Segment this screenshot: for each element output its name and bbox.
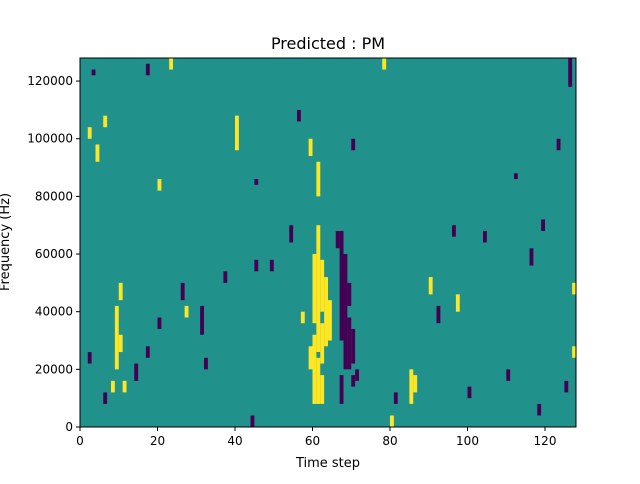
heatmap-cell-low xyxy=(91,69,96,76)
heatmap-cell-high xyxy=(87,127,92,139)
x-axis-ticks: 0 20 40 60 80 100 120 xyxy=(76,427,556,448)
heatmap-cell-low xyxy=(145,346,150,358)
heatmap-cell-high xyxy=(409,369,414,404)
plot-area xyxy=(80,58,576,427)
heatmap-cell-high xyxy=(328,300,332,341)
heatmap-cell-high xyxy=(111,380,115,393)
heatmap-cell-low xyxy=(200,305,205,335)
heatmap-cell-high xyxy=(455,294,460,312)
y-tick-label: 120000 xyxy=(27,74,73,88)
heatmap-cell-high xyxy=(308,138,313,157)
heatmap-cell-low xyxy=(351,138,356,151)
heatmap-cell-high xyxy=(312,334,317,404)
heatmap-cell-low xyxy=(254,259,259,272)
y-tick-label: 100000 xyxy=(27,132,73,146)
heatmap-cell-high xyxy=(320,323,325,364)
heatmap-cell-low xyxy=(436,305,441,324)
chart-title: Predicted : PM xyxy=(271,34,385,53)
y-axis-label: Frequency (Hz) xyxy=(0,193,13,291)
heatmap-cell-high xyxy=(572,282,577,295)
heatmap-cell-high xyxy=(157,179,162,191)
heatmap-cell-low xyxy=(250,415,255,427)
y-tick-label: 40000 xyxy=(35,305,73,319)
heatmap-cell-low xyxy=(289,225,294,243)
heatmap-cell-high xyxy=(428,277,433,295)
heatmap-cell-low xyxy=(467,386,472,399)
heatmap-cell-low xyxy=(134,363,139,381)
heatmap-cell-low xyxy=(514,173,518,180)
heatmap-cell-high xyxy=(320,259,325,312)
y-tick-label: 20000 xyxy=(35,362,73,376)
heatmap-cell-low xyxy=(180,282,185,301)
x-tick-label: 60 xyxy=(305,434,320,448)
heatmap-cell-low xyxy=(339,230,344,341)
heatmap-cell-high xyxy=(235,115,239,151)
x-tick-label: 40 xyxy=(227,434,242,448)
x-tick-label: 20 xyxy=(150,434,165,448)
heatmap-cell-high xyxy=(114,305,119,370)
heatmap-cell-low xyxy=(351,328,356,364)
heatmap-cell-low xyxy=(103,392,108,404)
heatmap-cell-high xyxy=(320,375,325,404)
plot-frame xyxy=(79,57,577,428)
heatmap-cell-low xyxy=(347,282,352,306)
heatmap-cell-low xyxy=(506,369,511,381)
x-axis-label: Time step xyxy=(295,456,360,471)
heatmap-cell-low xyxy=(541,219,546,231)
heatmap-cell-high xyxy=(122,380,127,393)
heatmap-cell-low xyxy=(568,58,573,87)
heatmap-cell-high xyxy=(312,254,317,324)
heatmap-cell-low xyxy=(87,352,92,364)
heatmap-cell-high xyxy=(118,334,123,353)
heatmap-cell-low xyxy=(157,317,162,329)
heatmap-cell-high xyxy=(572,346,577,358)
y-tick-label: 60000 xyxy=(35,247,73,261)
y-axis-ticks: 0 20000 40000 60000 80000 100000 120000 xyxy=(27,74,80,434)
heatmap-cell-low xyxy=(355,369,360,381)
heatmap-cell-high xyxy=(316,357,321,404)
heatmap-cell-low xyxy=(529,248,534,266)
y-tick-label: 0 xyxy=(65,420,73,434)
heatmap-cell-high xyxy=(169,58,174,70)
heatmap-cell-high xyxy=(103,115,108,128)
heatmap-cell-low xyxy=(564,380,569,393)
heatmap-cell-high xyxy=(95,144,100,162)
heatmap-cell-low xyxy=(297,109,301,122)
heatmap-cell-high xyxy=(413,375,418,393)
heatmap-cell-high xyxy=(390,415,394,427)
heatmap-cell-high xyxy=(308,346,313,370)
heatmap-cell-low xyxy=(335,230,340,249)
heatmap-cell-low xyxy=(393,392,398,404)
heatmap-cell-low xyxy=(347,317,352,370)
heatmap-cell-low xyxy=(537,403,542,416)
heatmap-cell-low xyxy=(145,63,150,76)
y-tick-label: 80000 xyxy=(35,189,73,203)
heatmap-cell-low xyxy=(452,225,456,237)
heatmap-cell-low xyxy=(254,179,259,185)
x-tick-label: 80 xyxy=(382,434,397,448)
x-tick-label: 0 xyxy=(76,434,84,448)
x-tick-label: 120 xyxy=(534,434,557,448)
heatmap-cell-low xyxy=(204,357,208,370)
heatmap-cell-low xyxy=(339,375,344,404)
x-tick-label: 100 xyxy=(456,434,479,448)
heatmap-cell-low xyxy=(483,230,487,243)
heatmap-cells xyxy=(87,58,577,427)
heatmap-cell-low xyxy=(556,138,561,151)
heatmap-cell-low xyxy=(343,254,348,370)
heatmap-cell-low xyxy=(269,259,274,272)
heatmap-cell-high xyxy=(118,282,123,301)
heatmap-cell-high xyxy=(316,225,321,353)
heatmap-cell-high xyxy=(300,311,305,324)
heatmap-cell-high xyxy=(316,161,321,197)
heatmap-cell-low xyxy=(223,271,228,283)
heatmap-cell-high xyxy=(382,58,387,70)
heatmap-cell-high xyxy=(324,277,329,347)
heatmap-cell-high xyxy=(184,305,189,318)
heatmap-cell-low xyxy=(351,375,356,387)
